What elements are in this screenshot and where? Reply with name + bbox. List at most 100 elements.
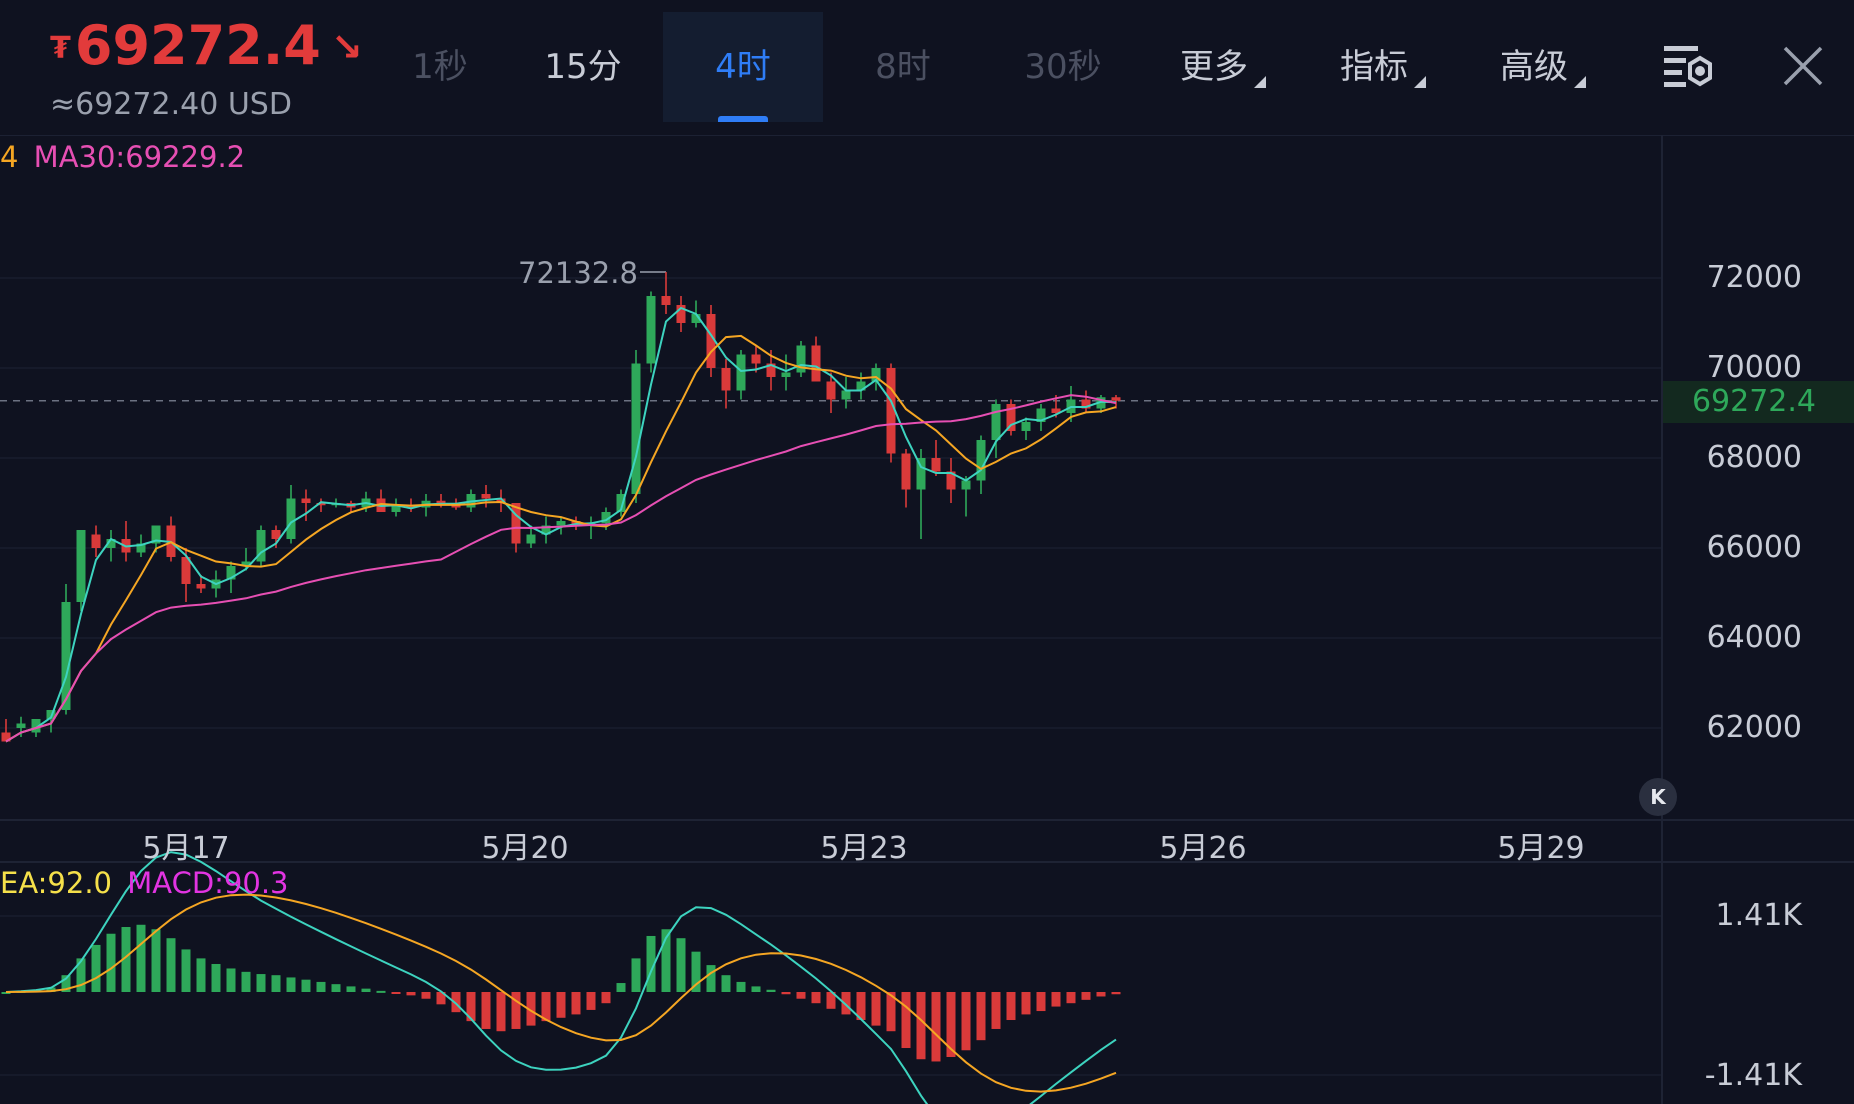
- macd-bar: [646, 935, 656, 992]
- candle-body: [31, 719, 41, 733]
- macd-bar: [61, 975, 71, 992]
- dropdown-corner-icon: [1414, 76, 1426, 88]
- macd-bar: [106, 933, 116, 992]
- macd-bar: [796, 992, 806, 999]
- macd-bar: [571, 992, 581, 1015]
- macd-bar: [556, 992, 566, 1018]
- candle-body: [286, 498, 296, 539]
- macd-bar: [751, 986, 761, 992]
- x-tick-may17: 5月17: [142, 831, 230, 866]
- macd-bar: [211, 963, 221, 992]
- candle-body: [856, 381, 866, 391]
- macd-bar: [1006, 992, 1016, 1021]
- candle-body: [436, 500, 446, 503]
- macd-bar: [841, 992, 851, 1015]
- macd-bar: [151, 929, 161, 992]
- tab-label: 指标: [1340, 47, 1408, 87]
- candle-body: [196, 584, 206, 589]
- macd-bar: [481, 992, 491, 1029]
- macd-bar: [1036, 992, 1046, 1012]
- macd-legend: EA:92.0 MACD:90.3: [0, 866, 289, 900]
- candle-body: [841, 390, 851, 400]
- ma-legend-prefix: 4: [0, 140, 19, 174]
- macd-bar: [511, 992, 521, 1029]
- macd-bar: [631, 958, 641, 992]
- chart-grid: [0, 135, 1854, 1104]
- macd-bar: [136, 924, 146, 992]
- macd-bar: [331, 984, 341, 992]
- chart-settings-icon[interactable]: [1660, 38, 1716, 94]
- candle-body: [871, 368, 881, 382]
- candle-body: [1081, 399, 1091, 409]
- scroll-to-latest-icon[interactable]: K: [1639, 778, 1677, 816]
- macd-bar: [811, 992, 821, 1004]
- macd-bar: [166, 938, 176, 992]
- macd-bar: [196, 958, 206, 992]
- macd-bar: [916, 992, 926, 1060]
- ma30-line: [5, 394, 1117, 743]
- tab-label: 15分: [544, 47, 622, 87]
- candle-body: [991, 404, 1001, 440]
- candle-body: [646, 296, 656, 364]
- indicators-dropdown[interactable]: 指标: [1303, 12, 1463, 122]
- y-tick-70000: 70000: [1706, 350, 1802, 385]
- tab-30s[interactable]: 30秒: [983, 12, 1143, 122]
- y-tick-68000: 68000: [1706, 440, 1802, 475]
- candle-body: [391, 505, 401, 512]
- candle-body: [481, 494, 491, 499]
- currency-symbol: ₮: [50, 31, 71, 66]
- candle-body: [691, 314, 701, 323]
- macd-bar: [1111, 992, 1121, 995]
- macd-bar: [886, 992, 896, 1032]
- candle-body: [1006, 404, 1016, 431]
- tab-1s[interactable]: 1秒: [360, 12, 520, 122]
- macd-bar: [46, 987, 56, 992]
- candle-body: [541, 525, 551, 535]
- candle-body: [1036, 408, 1046, 422]
- macd-bar: [856, 992, 866, 1021]
- ma-mid-line: [5, 334, 1117, 743]
- tab-4h[interactable]: 4时: [663, 12, 823, 122]
- candle-body: [136, 543, 146, 553]
- macd-bar: [691, 951, 701, 992]
- candle-body: [736, 354, 746, 391]
- macd-bar: [991, 992, 1001, 1029]
- candle-body: [1096, 397, 1106, 409]
- trend-down-icon: ↘: [330, 25, 363, 69]
- candle-body: [496, 498, 506, 503]
- macd-y-tick-top: 1.41K: [1715, 898, 1802, 933]
- dif-line: [5, 851, 1117, 1104]
- macd-bar: [766, 989, 776, 992]
- macd-bar: [601, 992, 611, 1004]
- candle-body: [886, 368, 896, 454]
- macd-bar: [361, 988, 371, 992]
- macd-bar: [76, 958, 86, 992]
- tab-15m[interactable]: 15分: [503, 12, 663, 122]
- macd-bar: [271, 975, 281, 992]
- macd-bar: [466, 992, 476, 1022]
- dropdown-corner-icon: [1254, 76, 1266, 88]
- candle-body: [766, 363, 776, 377]
- candle-body: [526, 534, 536, 544]
- close-icon[interactable]: [1775, 38, 1831, 94]
- tab-8h[interactable]: 8时: [823, 12, 983, 122]
- dea-value: EA:92.0: [0, 866, 112, 900]
- x-tick-may26: 5月26: [1159, 831, 1247, 866]
- advanced-dropdown[interactable]: 高级: [1463, 12, 1623, 122]
- candle-body: [961, 480, 971, 490]
- macd-bar: [121, 927, 131, 992]
- tab-label: 4时: [715, 47, 771, 87]
- macd-bar: [256, 974, 266, 992]
- macd-bar: [586, 992, 596, 1010]
- macd-bar: [436, 992, 446, 1005]
- macd-bar: [346, 986, 356, 992]
- macd-bar: [496, 992, 506, 1032]
- macd-bar: [181, 949, 191, 992]
- candle-body: [241, 561, 251, 566]
- macd-bar: [871, 992, 881, 1026]
- candle-body: [1111, 397, 1121, 401]
- candle-body: [616, 494, 626, 512]
- more-dropdown[interactable]: 更多: [1143, 12, 1303, 122]
- candle-body: [676, 305, 686, 323]
